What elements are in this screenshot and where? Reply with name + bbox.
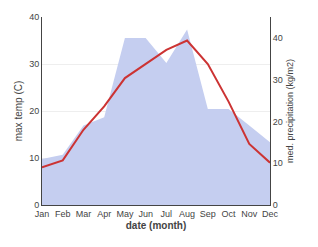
svg-text:20: 20	[273, 117, 283, 127]
svg-text:20: 20	[29, 106, 39, 116]
svg-text:Sep: Sep	[200, 209, 216, 219]
svg-text:10: 10	[273, 158, 283, 168]
svg-text:Jun: Jun	[138, 209, 153, 219]
svg-text:Feb: Feb	[55, 209, 71, 219]
svg-text:Jan: Jan	[35, 209, 50, 219]
svg-text:med. precipitation (kg/m2): med. precipitation (kg/m2)	[285, 59, 295, 163]
svg-text:Aug: Aug	[179, 209, 195, 219]
svg-text:Dec: Dec	[262, 209, 279, 219]
svg-text:0: 0	[273, 200, 278, 210]
svg-text:30: 30	[29, 59, 39, 69]
svg-text:max temp (C): max temp (C)	[13, 81, 24, 142]
svg-text:Jul: Jul	[161, 209, 173, 219]
svg-text:May: May	[116, 209, 134, 219]
svg-text:Apr: Apr	[97, 209, 111, 219]
svg-text:30: 30	[273, 75, 283, 85]
svg-text:Nov: Nov	[241, 209, 258, 219]
svg-text:Mar: Mar	[76, 209, 92, 219]
svg-text:date (month): date (month)	[126, 220, 187, 231]
svg-text:0: 0	[34, 200, 39, 210]
svg-text:Oct: Oct	[222, 209, 237, 219]
svg-text:10: 10	[29, 153, 39, 163]
svg-text:40: 40	[273, 33, 283, 43]
svg-text:40: 40	[29, 12, 39, 22]
